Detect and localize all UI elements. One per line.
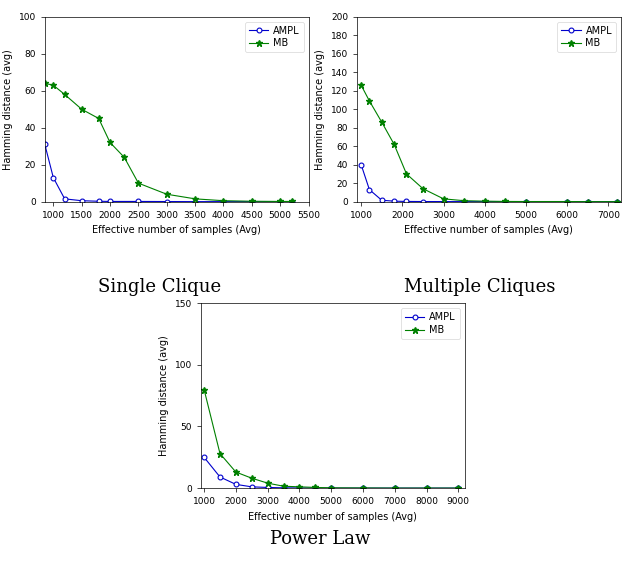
MB	[403, 171, 410, 177]
Y-axis label: Hamming distance (avg): Hamming distance (avg)	[3, 49, 13, 169]
AMPL	[163, 198, 171, 205]
AMPL	[106, 198, 114, 205]
X-axis label: Effective number of samples (Avg): Effective number of samples (Avg)	[248, 512, 417, 522]
AMPL	[460, 198, 468, 205]
MB	[328, 485, 335, 491]
MB	[502, 198, 509, 205]
X-axis label: Effective number of samples (Avg): Effective number of samples (Avg)	[92, 225, 261, 235]
AMPL	[296, 485, 303, 491]
MB	[120, 154, 128, 160]
MB	[365, 98, 373, 104]
AMPL	[95, 198, 102, 205]
MB	[391, 485, 399, 491]
MB	[454, 485, 462, 491]
AMPL	[248, 484, 255, 490]
AMPL	[440, 198, 447, 205]
AMPL	[454, 485, 462, 491]
AMPL	[49, 174, 57, 181]
MB	[296, 484, 303, 490]
MB	[41, 80, 49, 87]
AMPL	[563, 198, 571, 205]
MB	[78, 106, 86, 113]
MB	[584, 198, 591, 205]
MB	[276, 198, 284, 205]
AMPL	[403, 198, 410, 205]
MB	[378, 119, 385, 126]
Text: Power Law: Power Law	[270, 530, 370, 548]
AMPL	[522, 198, 530, 205]
MB	[220, 197, 227, 204]
AMPL	[365, 186, 373, 193]
AMPL	[264, 484, 271, 491]
AMPL	[41, 141, 49, 148]
Legend: AMPL, MB: AMPL, MB	[245, 22, 304, 52]
MB	[248, 475, 255, 481]
AMPL	[134, 198, 142, 205]
MB	[61, 91, 68, 98]
MB	[460, 197, 468, 204]
MB	[359, 485, 367, 491]
MB	[522, 198, 530, 205]
AMPL	[220, 198, 227, 205]
Y-axis label: Hamming distance (avg): Hamming distance (avg)	[315, 49, 325, 169]
AMPL	[502, 198, 509, 205]
AMPL	[280, 485, 287, 491]
Legend: AMPL, MB: AMPL, MB	[401, 308, 460, 339]
MB	[613, 198, 621, 205]
AMPL	[78, 197, 86, 204]
AMPL	[328, 485, 335, 491]
MB	[280, 483, 287, 490]
AMPL	[481, 198, 488, 205]
AMPL	[248, 198, 256, 205]
MB	[264, 480, 271, 486]
AMPL	[419, 198, 427, 205]
Text: Single Clique: Single Clique	[99, 278, 221, 296]
AMPL	[276, 198, 284, 205]
X-axis label: Effective number of samples (Avg): Effective number of samples (Avg)	[404, 225, 573, 235]
MB	[390, 141, 398, 148]
Y-axis label: Hamming distance (avg): Hamming distance (avg)	[159, 335, 169, 456]
Line: MB: MB	[42, 80, 295, 205]
MB	[312, 484, 319, 491]
MB	[95, 115, 102, 122]
AMPL	[613, 198, 621, 205]
Line: MB: MB	[200, 386, 462, 491]
MB	[216, 450, 224, 457]
MB	[191, 195, 199, 202]
AMPL	[200, 454, 208, 461]
AMPL	[312, 485, 319, 491]
AMPL	[390, 198, 398, 205]
Line: AMPL: AMPL	[358, 162, 619, 204]
AMPL	[391, 485, 399, 491]
Line: AMPL: AMPL	[42, 142, 294, 204]
AMPL	[61, 195, 68, 202]
MB	[357, 82, 365, 89]
Legend: AMPL, MB: AMPL, MB	[557, 22, 616, 52]
MB	[49, 82, 57, 89]
Line: AMPL: AMPL	[202, 455, 461, 490]
MB	[422, 485, 430, 491]
AMPL	[232, 481, 240, 488]
AMPL	[357, 162, 365, 168]
MB	[563, 198, 571, 205]
MB	[232, 468, 240, 475]
AMPL	[378, 197, 385, 204]
AMPL	[288, 198, 296, 205]
MB	[440, 195, 447, 202]
MB	[163, 191, 171, 197]
Text: Multiple Cliques: Multiple Cliques	[404, 278, 556, 296]
AMPL	[359, 485, 367, 491]
MB	[248, 198, 256, 205]
MB	[200, 386, 208, 393]
MB	[481, 198, 488, 205]
AMPL	[216, 473, 224, 480]
MB	[106, 139, 114, 146]
MB	[419, 185, 427, 192]
AMPL	[584, 198, 591, 205]
AMPL	[422, 485, 430, 491]
Line: MB: MB	[358, 82, 620, 205]
AMPL	[191, 198, 199, 205]
MB	[288, 198, 296, 205]
MB	[134, 180, 142, 186]
